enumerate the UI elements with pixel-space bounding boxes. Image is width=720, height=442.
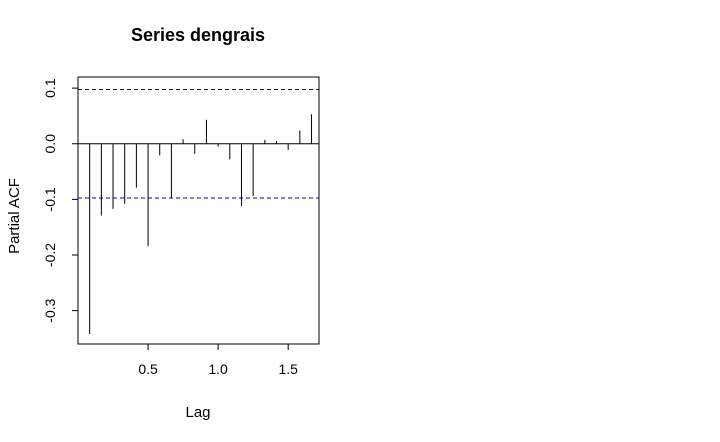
plot-frame	[77, 76, 320, 345]
x-tick-label: 1.5	[278, 361, 298, 377]
y-tick-label: 0.1	[42, 78, 58, 98]
x-tick-label: 1.0	[208, 361, 228, 377]
plot-area: 0.5 1.0 1.5 -0.3 -0.2 -0.1 0.0 0.1	[42, 76, 320, 377]
x-axis-label: Lag	[185, 404, 210, 421]
y-tick-label: -0.1	[42, 187, 58, 211]
y-tick-label: -0.2	[42, 243, 58, 267]
chart-title: Series dengrais	[131, 25, 265, 45]
y-tick-label: 0.0	[42, 134, 58, 154]
y-tick-label: -0.3	[42, 298, 58, 322]
x-tick-label: 0.5	[138, 361, 158, 377]
y-axis-label: Partial ACF	[6, 178, 23, 254]
